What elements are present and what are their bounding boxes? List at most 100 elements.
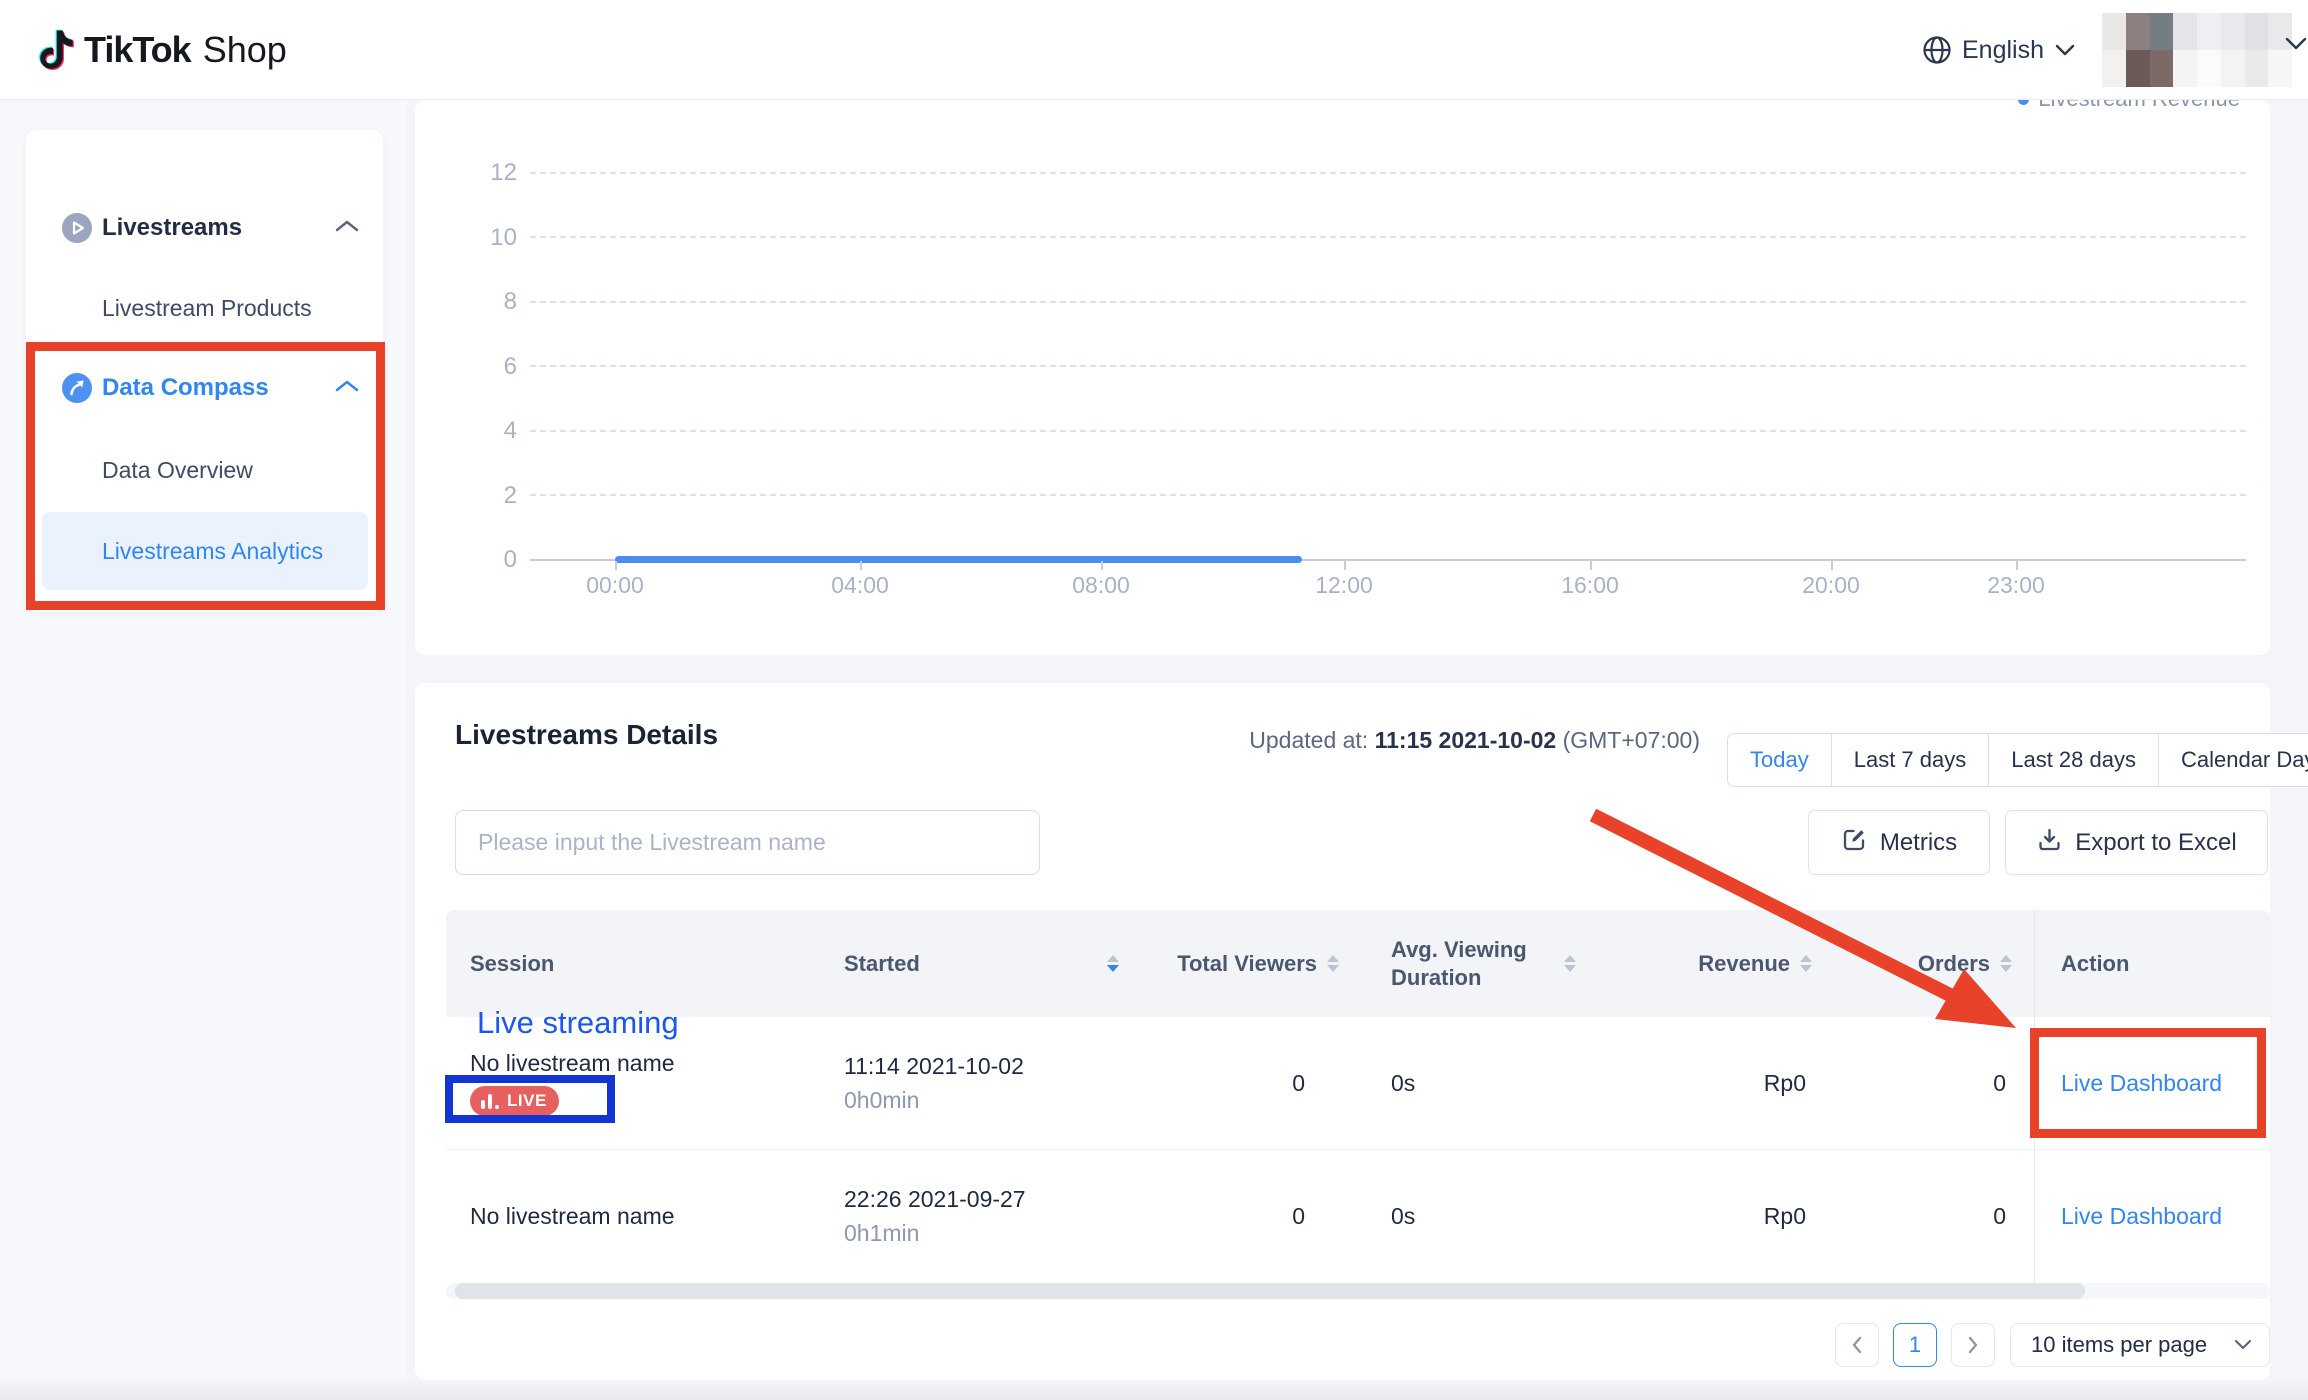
table-row: No livestream name LIVE 11:14 2021-10-02… (446, 1017, 2270, 1150)
items-per-page-select[interactable]: 10 items per page (2010, 1323, 2270, 1367)
x-axis-label: 00:00 (586, 572, 644, 598)
tiktok-note-icon (39, 29, 74, 70)
col-orders[interactable]: Orders (1836, 910, 2034, 1017)
revenue-cell: Rp0 (1763, 1203, 1806, 1229)
started-cell: 22:26 2021-09-27 0h1min (844, 1186, 1026, 1246)
globe-icon (1923, 36, 1951, 64)
sort-icon[interactable] (2000, 955, 2012, 972)
x-axis-line (530, 559, 2246, 561)
sidebar-item-livestreams[interactable]: Livestreams (26, 200, 383, 256)
chevron-up-icon[interactable] (334, 218, 360, 239)
axis-tick (615, 561, 617, 570)
revenue-line-series (615, 556, 1302, 563)
sidebar-item-livestreams-analytics-active[interactable]: Livestreams Analytics (42, 512, 368, 590)
sort-icon[interactable] (1327, 955, 1339, 972)
range-calendar-button[interactable]: Calendar Day (2157, 734, 2308, 786)
col-avg-viewing-duration[interactable]: Avg. Viewing Duration (1341, 910, 1646, 1017)
gridline (530, 365, 2246, 367)
sidebar-card: Livestreams Livestream Products Data Com… (26, 130, 383, 612)
col-action: Action (2034, 910, 2270, 1017)
brand-shop: Shop (202, 29, 287, 70)
gridline (530, 494, 2246, 496)
sort-icon[interactable] (1564, 955, 1576, 972)
session-cell: No livestream name LIVE (446, 1017, 836, 1149)
axis-tick (1590, 561, 1592, 570)
orders-cell: 0 (1993, 1203, 2006, 1229)
x-axis-label: 08:00 (1072, 572, 1130, 598)
sidebar-item-data-overview[interactable]: Data Overview (102, 457, 253, 483)
page-bottom-fade (0, 1380, 2308, 1400)
account-chevron-down-icon[interactable] (2284, 36, 2308, 57)
chevron-left-icon (1852, 1336, 1862, 1354)
chevron-right-icon (1968, 1336, 1978, 1354)
total-viewers-cell: 0 (1292, 1069, 1305, 1096)
horizontal-scrollbar-thumb[interactable] (455, 1283, 2085, 1299)
sidebar-item-livestream-products[interactable]: Livestream Products (102, 295, 312, 321)
language-selector[interactable]: English (1922, 0, 2076, 100)
range-last7-button[interactable]: Last 7 days (1830, 734, 1989, 786)
livestream-search-input[interactable] (455, 810, 1040, 875)
gridline (530, 236, 2246, 238)
livestreams-details-card: Livestreams Details Updated at: 11:15 20… (415, 683, 2308, 1380)
horizontal-scrollbar-track (446, 1283, 2270, 1299)
table-row: No livestream name 22:26 2021-09-27 0h1m… (446, 1150, 2270, 1283)
range-last28-button[interactable]: Last 28 days (1988, 734, 2158, 786)
x-axis-label: 16:00 (1561, 572, 1619, 598)
col-total-viewers[interactable]: Total Viewers (1131, 910, 1341, 1017)
updated-at-text: Updated at: 11:15 2021-10-02 (GMT+07:00) (1249, 727, 1700, 753)
total-viewers-cell: 0 (1292, 1203, 1305, 1229)
sort-icon[interactable] (1107, 955, 1119, 972)
revenue-cell: Rp0 (1763, 1069, 1806, 1096)
session-cell: No livestream name (470, 1203, 675, 1229)
range-today-button[interactable]: Today (1750, 747, 1809, 772)
gridline (530, 430, 2246, 432)
orders-cell: 0 (1993, 1069, 2006, 1096)
compass-arrow-icon (62, 373, 92, 403)
metrics-button[interactable]: Metrics (1808, 810, 1990, 875)
avg-duration-cell: 0s (1391, 1069, 1416, 1096)
pagination-next-button[interactable] (1951, 1323, 1995, 1367)
top-bar: TikTok Shop English (0, 0, 2308, 100)
edit-square-icon (1841, 826, 1868, 860)
account-avatar-blurred[interactable] (2102, 13, 2292, 87)
export-to-excel-button[interactable]: Export to Excel (2005, 810, 2268, 875)
avg-duration-cell: 0s (1391, 1203, 1416, 1229)
col-started[interactable]: Started (836, 910, 1131, 1017)
sort-icon[interactable] (1800, 955, 1812, 972)
livestream-revenue-chart-card: Livestream Revenue 12 10 8 6 4 2 0 00:00… (415, 86, 2270, 655)
col-revenue[interactable]: Revenue (1646, 910, 1836, 1017)
gridline (530, 301, 2246, 303)
action-cell: Live Dashboard (2034, 1017, 2270, 1149)
x-axis-label: 04:00 (831, 572, 889, 598)
action-cell: Live Dashboard (2034, 1150, 2270, 1283)
sidebar-item-data-compass[interactable]: Data Compass (26, 360, 383, 416)
table-header-row: Session Started Total Viewers Avg. Viewi… (446, 910, 2270, 1017)
x-axis-label: 23:00 (1987, 572, 2045, 598)
started-cell: 11:14 2021-10-02 0h0min (844, 1052, 1024, 1113)
axis-tick (2016, 561, 2018, 570)
col-session: Session (470, 950, 555, 976)
tiktok-shop-logo: TikTok Shop (38, 0, 287, 100)
y-axis-labels: 12 10 8 6 4 2 0 (490, 159, 517, 573)
axis-tick (1101, 561, 1103, 570)
axis-tick (1344, 561, 1346, 570)
axis-tick (1831, 561, 1833, 570)
brand-tiktok: TikTok (84, 29, 192, 70)
live-badge: LIVE (470, 1086, 559, 1116)
pagination-page-1-button[interactable]: 1 (1893, 1323, 1937, 1367)
axis-tick (860, 561, 862, 570)
livestreams-table: Session Started Total Viewers Avg. Viewi… (446, 910, 2270, 1283)
sidebar: Livestreams Livestream Products Data Com… (0, 100, 407, 1400)
download-icon (2036, 826, 2063, 860)
pagination-prev-button[interactable] (1835, 1323, 1879, 1367)
section-title: Livestreams Details (455, 719, 719, 750)
chevron-down-icon (2055, 44, 2075, 56)
live-dashboard-link[interactable]: Live Dashboard (2061, 1203, 2223, 1229)
language-label: English (1962, 35, 2044, 64)
gridline (530, 172, 2246, 174)
updated-timestamp: 11:15 2021-10-02 (1374, 727, 1557, 753)
date-range-group: Today Last 7 days Last 28 days Calendar … (1727, 733, 2308, 787)
live-dashboard-link[interactable]: Live Dashboard (2061, 1069, 2223, 1096)
x-axis-label: 12:00 (1315, 572, 1373, 598)
chevron-up-icon[interactable] (334, 378, 360, 399)
